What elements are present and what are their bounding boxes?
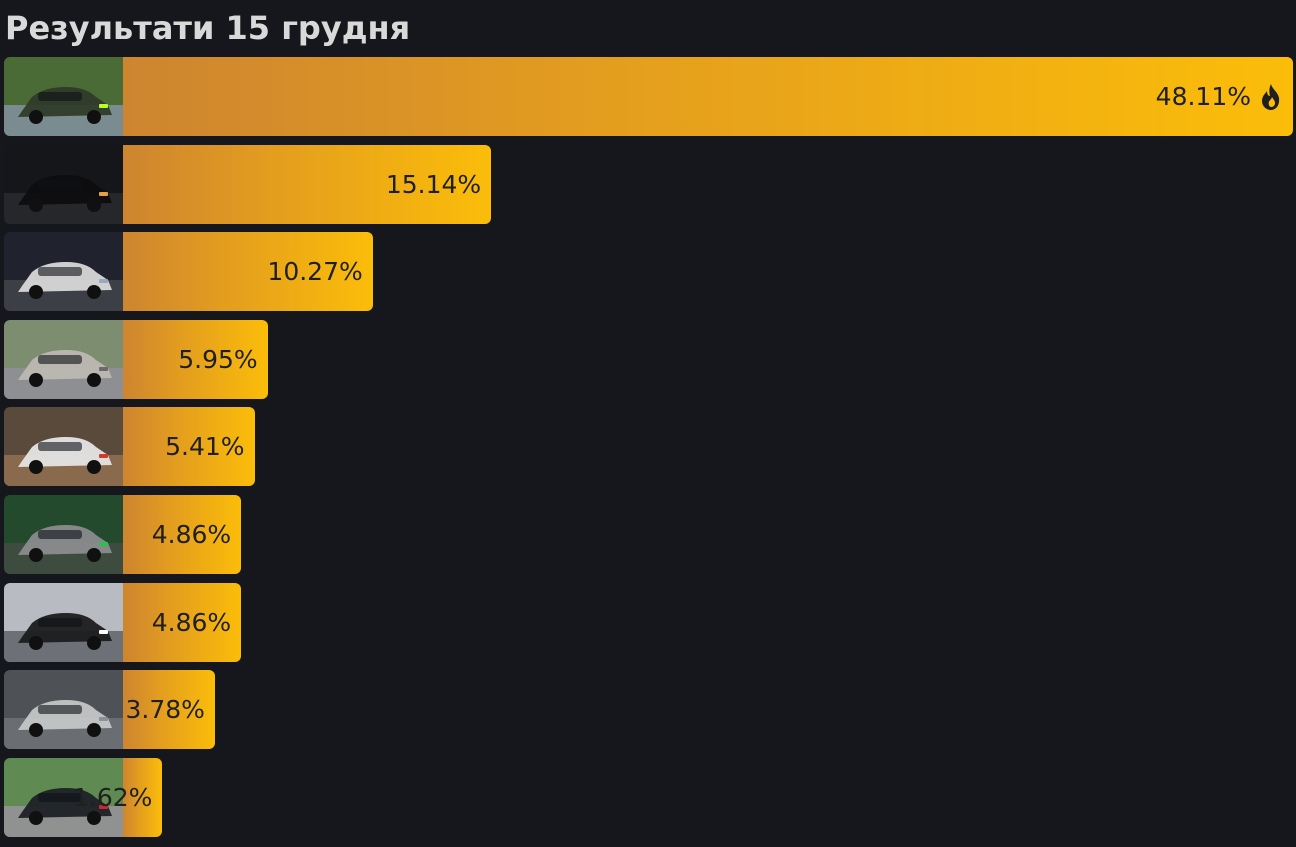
bar-fill: 4.86%: [123, 582, 242, 662]
car-photo-icon-black-smart: [4, 582, 123, 662]
bar-value-text: 48.11%: [1155, 82, 1251, 111]
result-bar: 3.78%: [4, 670, 215, 750]
bar-value-label: 3.78%: [126, 670, 205, 749]
car-photo-icon-green-jeep: [4, 57, 123, 136]
bar-value-text: 3.78%: [125, 695, 205, 725]
bar-value-label: 5.41%: [165, 407, 244, 486]
result-bar: 4.86%: [4, 582, 242, 662]
bar-value-label: 1.62%: [73, 758, 152, 837]
bar-value-text: 5.95%: [178, 344, 258, 374]
result-bar: 4.86%: [4, 495, 242, 574]
flame-icon: [1262, 83, 1280, 110]
result-bar: 10.27%: [4, 232, 373, 312]
bar-value-label: 15.14%: [386, 145, 481, 224]
bar-fill: 4.86%: [123, 495, 242, 574]
bar-value-label: 5.95%: [178, 320, 257, 399]
bar-value-text: 4.86%: [151, 607, 232, 637]
bar-fill: 48.11%: [123, 57, 1293, 136]
bar-value-text: 10.27%: [267, 257, 363, 287]
bar-value-text: 5.41%: [165, 432, 245, 462]
car-photo-icon-silver-sedan-closeup: [4, 670, 123, 750]
bar-fill: 10.27%: [123, 232, 373, 312]
car-photo-icon-silver-hatchback: [4, 319, 123, 399]
bar-value-text: 15.14%: [385, 169, 482, 199]
bar-value-text: 4.86%: [151, 520, 232, 549]
car-photo-icon-gray-crossover: [4, 495, 123, 574]
bar-value-label: 10.27%: [267, 232, 362, 311]
car-photo-icon-black-hatchback: [4, 757, 123, 837]
result-bar: 5.95%: [4, 319, 268, 399]
bar-fill: 5.41%: [123, 407, 255, 487]
car-photo-icon-white-suv: [4, 407, 123, 487]
bar-fill: 15.14%: [123, 144, 492, 224]
car-photo-icon-white-sedan: [4, 232, 123, 312]
bar-value-label: 48.11%: [1156, 57, 1283, 136]
bar-value-label: 4.86%: [152, 495, 231, 574]
bar-value-label: 4.86%: [152, 583, 231, 662]
chart-title: Результати 15 грудня: [5, 9, 411, 47]
bar-value-text: 1.62%: [72, 782, 153, 812]
result-bar: 48.11%: [4, 57, 1293, 136]
car-photo-icon-dark-sedan: [4, 144, 123, 224]
bar-fill: 5.95%: [123, 319, 268, 399]
bar-fill: 3.78%: [123, 670, 215, 750]
result-bar: 1.62%: [4, 757, 163, 837]
result-bar: 15.14%: [4, 144, 492, 224]
result-bar: 5.41%: [4, 407, 255, 487]
bar-fill: 1.62%: [73, 757, 163, 837]
